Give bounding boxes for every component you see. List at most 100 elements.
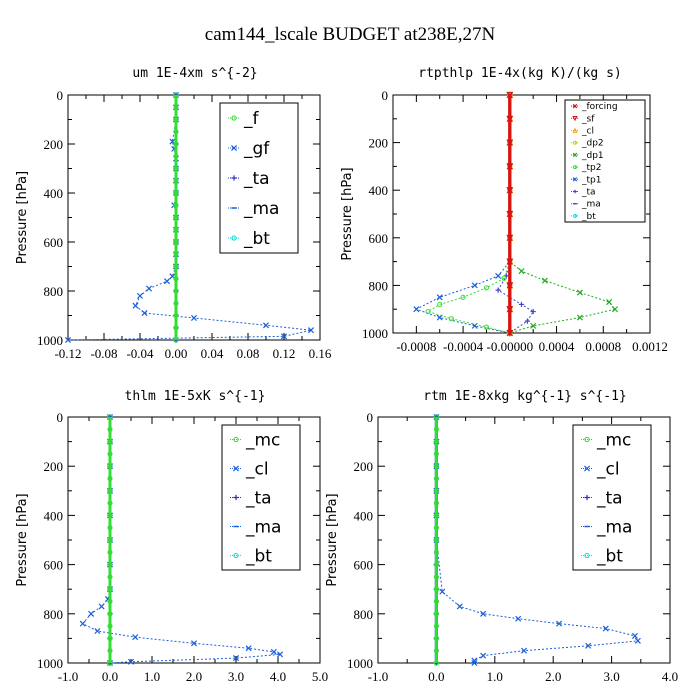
legend-label: _ma — [243, 199, 279, 219]
data-point — [634, 637, 641, 644]
y-tick-label: 1000 — [37, 656, 63, 671]
legend-label: _sf — [581, 114, 595, 124]
legend: _mc _cl _ta _ma _bt — [221, 424, 301, 571]
x-tick-label: 0.16 — [309, 346, 332, 361]
data-point — [107, 537, 113, 543]
data-point — [506, 329, 513, 337]
x-tick-label: 0.0008 — [585, 339, 621, 354]
data-point — [506, 163, 513, 170]
data-point — [515, 615, 522, 622]
data-point — [433, 426, 439, 432]
legend-label: _dp1 — [581, 151, 604, 161]
data-point — [483, 285, 490, 291]
data-point — [471, 322, 478, 329]
data-point — [107, 623, 113, 629]
data-point — [107, 439, 113, 445]
x-tick-label: 0.0004 — [539, 339, 575, 354]
data-point — [107, 598, 113, 605]
x-tick-label: 5.0 — [312, 669, 328, 684]
data-point — [107, 586, 113, 592]
data-point — [460, 294, 466, 300]
legend-marker — [231, 175, 237, 181]
data-point — [433, 525, 439, 531]
legend-label: _bt — [581, 212, 596, 222]
data-point — [433, 635, 439, 641]
data-point — [107, 488, 113, 494]
data-point — [173, 288, 179, 294]
legend-label: _forcing — [581, 102, 618, 112]
data-point — [506, 139, 513, 146]
y-tick-label: 800 — [354, 607, 374, 622]
x-tick-label: 0.0012 — [632, 339, 668, 354]
y-tick-label: 400 — [369, 183, 389, 198]
data-point — [448, 316, 454, 322]
data-point — [433, 451, 439, 457]
data-point — [245, 645, 252, 652]
data-point — [163, 278, 171, 285]
data-point — [433, 549, 439, 555]
x-tick-label: -0.00000 — [487, 339, 534, 354]
data-point — [520, 647, 528, 654]
legend-label: _ta — [581, 188, 596, 198]
legend-label: _ma — [596, 518, 632, 538]
data-point — [277, 651, 284, 658]
data-point — [506, 234, 513, 241]
data-point — [107, 512, 113, 518]
data-point — [506, 187, 513, 194]
y-tick-label: 600 — [369, 231, 389, 246]
series-mc — [433, 414, 439, 666]
legend-box — [564, 99, 646, 223]
data-point — [79, 620, 86, 627]
legend-label: _ta — [243, 169, 270, 189]
data-point — [173, 325, 179, 331]
data-point — [506, 306, 513, 313]
y-tick-label: 800 — [44, 284, 64, 299]
legend-marker — [573, 140, 577, 145]
data-point — [433, 623, 439, 629]
data-point — [433, 660, 439, 666]
data-point — [307, 327, 315, 334]
data-point — [576, 289, 583, 296]
x-tick-label: -0.12 — [54, 346, 81, 361]
data-point — [107, 414, 113, 420]
y-tick-label: 0 — [57, 410, 64, 425]
legend-marker — [584, 494, 590, 501]
data-point — [506, 210, 513, 218]
legend-marker — [231, 235, 237, 241]
legend-marker — [584, 436, 590, 443]
data-point — [433, 574, 439, 580]
data-point — [173, 190, 179, 196]
legend-label: _tp2 — [581, 163, 601, 173]
data-point — [433, 500, 439, 506]
data-point — [518, 268, 525, 275]
x-tick-label: 0.0 — [428, 669, 444, 684]
x-tick-label: 1.0 — [144, 669, 160, 684]
data-point — [173, 129, 179, 135]
legend-marker — [584, 552, 590, 559]
data-point — [433, 586, 439, 592]
legend: _mc _cl _ta _ma _bt — [572, 424, 652, 571]
x-tick-label: 2.0 — [545, 669, 561, 684]
data-point — [433, 475, 439, 482]
legend-marker — [572, 127, 578, 133]
y-tick-label: 400 — [44, 186, 64, 201]
data-point — [483, 324, 490, 330]
legend-marker — [233, 494, 239, 501]
data-point — [433, 439, 439, 445]
data-point — [107, 525, 113, 531]
series-mc — [107, 414, 113, 666]
data-point — [456, 603, 463, 610]
data-point — [173, 227, 179, 233]
data-point — [270, 648, 277, 655]
data-point — [501, 275, 507, 281]
data-point — [145, 285, 153, 292]
data-point — [425, 309, 431, 315]
legend-label: _cl — [581, 127, 594, 137]
y-tick-label: 1000 — [37, 333, 63, 348]
data-point — [506, 115, 513, 122]
panel-2: rtpthlp 1E-4x(kg K)/(kg s) Pressure [hPa]… — [340, 66, 668, 354]
legend-label: _cl — [596, 460, 620, 480]
data-point — [280, 333, 288, 340]
legend-label: _ta — [596, 489, 623, 509]
